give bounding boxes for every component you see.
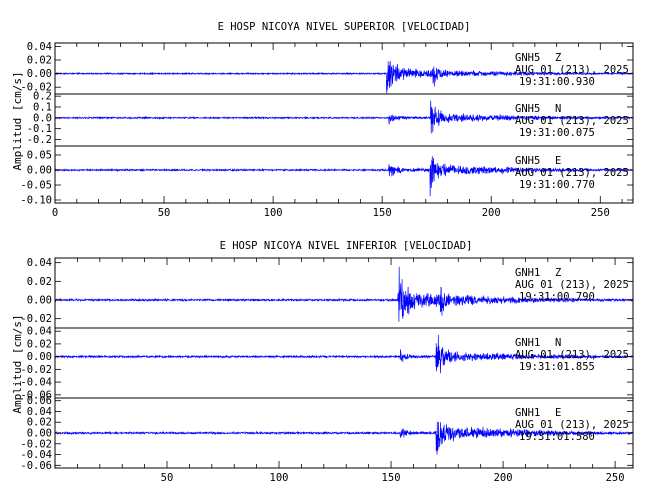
waveform-trace xyxy=(55,334,633,374)
component-code: N xyxy=(555,337,561,349)
component-code: Z xyxy=(555,267,561,279)
y-tick-label: -0.04 xyxy=(20,449,52,461)
y-tick-label: -0.04 xyxy=(20,377,52,389)
record-date: AUG 01 (213), 2025 xyxy=(515,167,629,179)
x-tick-label: 100 xyxy=(264,207,283,219)
station-code: GNH5 xyxy=(515,155,540,167)
y-tick-label: 0.02 xyxy=(27,276,52,288)
component-code: E xyxy=(555,407,561,419)
y-tick-label: -0.02 xyxy=(20,364,52,376)
y-tick-label: -0.06 xyxy=(20,460,52,472)
record-date: AUG 01 (213), 2025 xyxy=(515,64,629,76)
y-tick-label: 0.00 xyxy=(27,165,52,177)
y-tick-label: -0.06 xyxy=(20,389,52,401)
x-tick-label: 250 xyxy=(591,207,610,219)
record-date: AUG 01 (213), 2025 xyxy=(515,279,629,291)
station-code: GNH5 xyxy=(515,52,540,64)
y-axis-label-superior: Amplitud [cm/s] xyxy=(11,71,24,170)
x-tick-label: 250 xyxy=(606,472,625,484)
y-tick-label: 0.04 xyxy=(27,41,52,53)
y-tick-label: 0.02 xyxy=(27,55,52,67)
record-time: 19:31:00.790 xyxy=(519,291,595,303)
x-tick-label: 100 xyxy=(270,472,289,484)
y-tick-label: 0.02 xyxy=(27,417,52,429)
station-code: GNH1 xyxy=(515,267,540,279)
y-tick-label: 0.04 xyxy=(27,326,52,338)
record-time: 19:31:00.075 xyxy=(519,127,595,139)
y-tick-label: 0.06 xyxy=(27,395,52,407)
y-tick-label: 0.1 xyxy=(33,102,52,114)
record-date: AUG 01 (213), 2025 xyxy=(515,115,629,127)
y-tick-label: 0.00 xyxy=(27,428,52,440)
chart-title-inferior: E HOSP NICOYA NIVEL INFERIOR [VELOCIDAD] xyxy=(220,240,473,252)
waveform-trace xyxy=(55,266,633,322)
record-time: 19:31:00.770 xyxy=(519,179,595,191)
y-tick-label: 0.00 xyxy=(27,68,52,80)
y-tick-label: 0.04 xyxy=(27,406,52,418)
x-tick-label: 50 xyxy=(161,472,174,484)
y-tick-label: -0.02 xyxy=(20,82,52,94)
y-tick-label: 0.00 xyxy=(27,295,52,307)
station-code: GNH1 xyxy=(515,337,540,349)
y-tick-label: 0.2 xyxy=(33,91,52,103)
station-code: GNH5 xyxy=(515,103,540,115)
y-tick-label: -0.02 xyxy=(20,438,52,450)
trace-frame xyxy=(54,145,634,204)
x-tick-label: 50 xyxy=(158,207,171,219)
record-date: AUG 01 (213), 2025 xyxy=(515,419,629,431)
x-tick-label: 150 xyxy=(382,472,401,484)
y-tick-label: -0.05 xyxy=(20,180,52,192)
y-tick-label: 0.02 xyxy=(27,338,52,350)
x-tick-label: 150 xyxy=(373,207,392,219)
record-time: 19:31:00.930 xyxy=(519,76,595,88)
component-code: N xyxy=(555,103,561,115)
record-time: 19:31:01.855 xyxy=(519,361,595,373)
component-code: Z xyxy=(555,52,561,64)
y-tick-label: 0.00 xyxy=(27,351,52,363)
waveform-trace xyxy=(55,421,633,455)
record-date: AUG 01 (213), 2025 xyxy=(515,349,629,361)
y-axis-label-inferior: Amplitud [cm/s] xyxy=(11,314,24,413)
x-tick-label: 0 xyxy=(52,207,58,219)
record-time: 19:31:01.580 xyxy=(519,431,595,443)
component-code: E xyxy=(555,155,561,167)
x-tick-label: 200 xyxy=(482,207,501,219)
y-tick-label: 0.05 xyxy=(27,150,52,162)
x-tick-label: 200 xyxy=(494,472,513,484)
station-code: GNH1 xyxy=(515,407,540,419)
y-tick-label: -0.1 xyxy=(27,123,52,135)
waveform-trace xyxy=(55,60,633,94)
y-tick-label: -0.10 xyxy=(20,195,52,207)
y-tick-label: -0.2 xyxy=(27,134,52,146)
waveform-trace xyxy=(55,156,633,197)
y-tick-label: 0.04 xyxy=(27,257,52,269)
y-tick-label: -0.02 xyxy=(20,313,52,325)
waveform-trace xyxy=(55,100,633,134)
chart-title-superior: E HOSP NICOYA NIVEL SUPERIOR [VELOCIDAD] xyxy=(218,21,471,33)
trace-panel-gnh1-e: 0.060.040.020.00-0.02-0.04-0.06 GNH1 EAUG … xyxy=(20,395,634,472)
y-tick-label: 0.0 xyxy=(33,112,52,124)
